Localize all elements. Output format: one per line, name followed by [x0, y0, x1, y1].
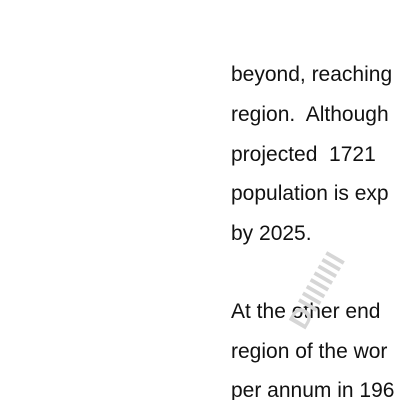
paragraph-1-line-2: region. Although [231, 103, 389, 126]
paragraph-1-line-4: population is exp [231, 182, 389, 205]
paragraph-2-line-1: At the other end [231, 300, 381, 323]
paragraph-2-line-3: per annum in 196 [231, 379, 395, 400]
paragraph-2-line-2: region of the wor [231, 340, 388, 363]
paragraph-1-line-3: projected 1721 [231, 143, 376, 166]
paragraph-1-line-1: beyond, reaching [231, 63, 393, 86]
paragraph-1-line-5: by 2025. [231, 222, 312, 245]
